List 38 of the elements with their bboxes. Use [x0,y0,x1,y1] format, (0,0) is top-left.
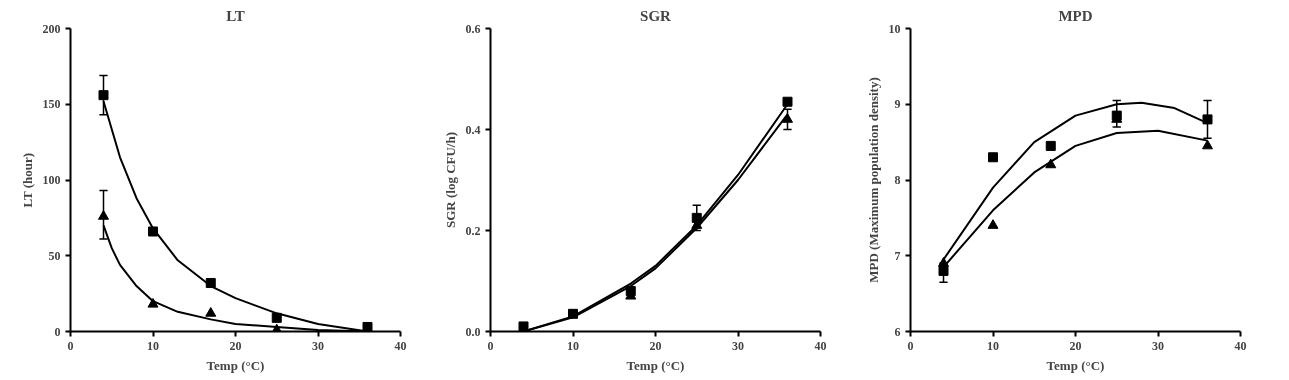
x-axis-title: Temp (°C) [626,357,685,373]
x-tick-label: 20 [229,338,242,353]
y-tick-label: 200 [42,21,61,36]
y-tick-label: 0.2 [465,223,481,238]
x-tick-label: 30 [312,338,324,353]
y-tick-label: 0.4 [465,122,481,137]
y-tick-label: 6 [894,324,901,339]
y-tick-label: 10 [888,21,901,36]
x-tick-label: 10 [567,338,579,353]
y-tick-label: 150 [42,97,61,112]
y-tick-label: 0 [54,324,61,339]
x-tick-label: 30 [1152,338,1164,353]
x-axis-title: Temp (°C) [206,357,265,373]
x-tick-label: 0 [487,338,494,353]
chart-title: LT [226,7,245,24]
x-tick-label: 10 [147,338,159,353]
x-tick-label: 40 [394,338,407,353]
x-tick-label: 30 [732,338,744,353]
x-tick-label: 20 [649,338,662,353]
x-tick-label: 40 [814,338,827,353]
x-tick-label: 10 [987,338,999,353]
y-tick-label: 9 [894,97,901,112]
y-tick-label: 0.6 [465,21,481,36]
y-tick-label: 100 [42,173,61,187]
x-tick-label: 0 [907,338,914,353]
x-tick-label: 40 [1234,338,1247,353]
x-tick-label: 20 [1069,338,1082,353]
y-axis-title: MPD (Maximum population density) [865,77,881,283]
y-tick-label: 50 [48,248,61,263]
chart-title: SGR [640,7,672,24]
y-tick-label: 8 [894,173,901,187]
y-tick-label: 0.0 [465,324,481,339]
x-tick-label: 0 [67,338,74,353]
chart-title: MPD [1058,7,1093,24]
y-tick-label: 7 [894,248,901,263]
y-axis-title: LT (hour) [19,152,35,208]
y-axis-title: SGR (log CFU/h) [442,131,458,229]
x-axis-title: Temp (°C) [1046,357,1105,373]
